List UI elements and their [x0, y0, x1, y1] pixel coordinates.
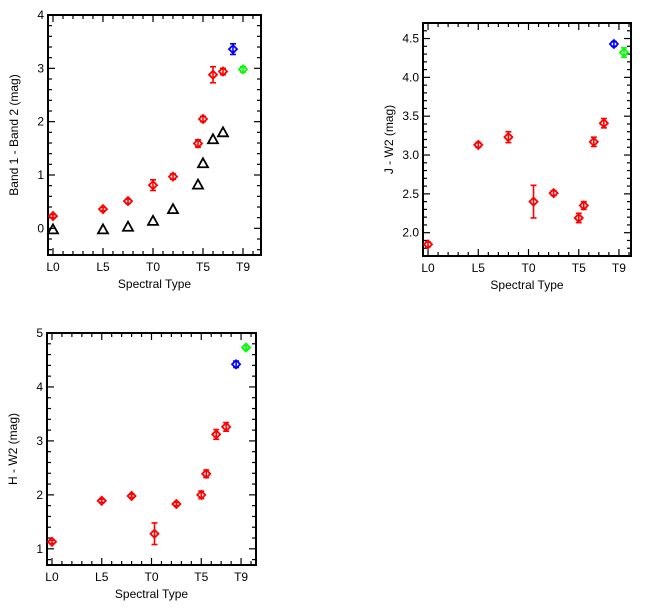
- data-point-triangle: [216, 125, 230, 138]
- x-tick-label: T9: [234, 570, 248, 584]
- x-tick-label: T0: [144, 570, 158, 584]
- data-point-red: [197, 113, 209, 125]
- data-point-red: [573, 212, 585, 224]
- y-tick-label: 2: [36, 488, 43, 502]
- data-point-red: [548, 187, 559, 199]
- y-tick-label: 2: [37, 115, 44, 129]
- data-point-red: [171, 498, 182, 510]
- x-tick-label: L0: [45, 570, 59, 584]
- data-point-red: [528, 196, 539, 207]
- data-point-red: [472, 139, 484, 151]
- x-tick-label: T5: [196, 260, 210, 274]
- data-point-triangle: [46, 222, 60, 235]
- y-tick-label: 2.5: [402, 187, 419, 201]
- y-tick-label: 4: [37, 8, 44, 22]
- x-tick-label: L5: [472, 261, 486, 275]
- x-tick-label: T0: [146, 260, 160, 274]
- data-point-blue: [230, 359, 242, 370]
- data-point-triangle: [196, 156, 210, 169]
- x-tick-label: T0: [521, 261, 535, 275]
- x-tick-label: L5: [95, 570, 109, 584]
- y-axis-label: J - W2 (mag): [382, 105, 396, 174]
- data-point-red: [47, 210, 59, 222]
- y-tick-label: 3: [36, 434, 43, 448]
- data-point-red: [147, 179, 159, 191]
- data-point-red: [220, 421, 232, 433]
- data-point-red: [167, 171, 179, 182]
- x-axis-label: Spectral Type: [490, 278, 563, 292]
- x-axis-label: Spectral Type: [115, 587, 188, 601]
- data-point-red: [46, 536, 58, 548]
- data-point-blue: [227, 43, 239, 55]
- data-point-red: [578, 200, 590, 211]
- panel-j-w2: L0 L5 T0 T5 T9 2.0 2.5 3.0 3.5 4.0 4.5 Spectral Typ…: [382, 22, 632, 292]
- y-tick-label: 3.0: [402, 148, 419, 162]
- data-point-red: [126, 490, 137, 502]
- y-tick-label: 4.5: [402, 32, 419, 46]
- x-tick-label: T9: [236, 260, 250, 274]
- y-tick-label: 3.5: [402, 109, 419, 123]
- data-point-red: [503, 131, 514, 143]
- data-point-red: [207, 69, 219, 81]
- data-point-triangle: [191, 177, 205, 190]
- y-tick-label: 0: [37, 221, 44, 235]
- data-point-red: [210, 429, 222, 440]
- data-point-red: [422, 239, 434, 250]
- data-point-blue: [608, 38, 620, 50]
- y-tick-label: 3: [37, 61, 44, 75]
- y-axis-label: Band 1 - Band 2 (mag): [7, 74, 21, 195]
- data-point-red: [588, 136, 600, 148]
- data-point-red: [217, 66, 229, 77]
- data-point-triangle: [166, 202, 180, 215]
- x-axis-label: Spectral Type: [118, 277, 191, 291]
- x-tick-label: T5: [572, 261, 586, 275]
- y-tick-label: 4.0: [402, 70, 419, 84]
- data-point-red: [598, 117, 610, 129]
- x-tick-label: L0: [46, 260, 60, 274]
- data-point-triangle: [121, 219, 135, 232]
- data-point-triangle: [146, 214, 160, 226]
- data-point-red: [195, 489, 207, 501]
- data-point-red: [122, 195, 134, 207]
- panel-band1-band2: L0 L5 T0 T5 T9 0 1 2 3 4 Spectral Type Band 1 - Ban…: [7, 8, 262, 291]
- plot-frame: [47, 14, 262, 256]
- y-tick-label: 5: [36, 326, 43, 340]
- plot-frame: [422, 22, 632, 257]
- data-point-red: [149, 528, 160, 539]
- data-point-green: [618, 47, 630, 58]
- x-tick-label: T5: [194, 570, 208, 584]
- y-tick-label: 2.0: [402, 226, 419, 240]
- data-point-red: [192, 138, 204, 149]
- y-axis-label: H - W2 (mag): [6, 413, 20, 485]
- data-point-triangle: [206, 132, 220, 145]
- y-tick-label: 4: [36, 380, 43, 394]
- x-tick-label: L5: [96, 260, 110, 274]
- x-tick-label: T9: [612, 261, 626, 275]
- x-tick-label: L0: [421, 261, 435, 275]
- data-point-red: [97, 203, 109, 215]
- data-point-triangle: [96, 222, 110, 235]
- data-point-green: [240, 342, 252, 353]
- panel-h-w2: L0 L5 T0 T5 T9 1 2 3 4 5 Spectral Type H - W2 (mag): [6, 326, 257, 601]
- y-tick-label: 1: [36, 542, 43, 556]
- data-point-red: [96, 495, 108, 507]
- plot-frame: [46, 332, 257, 566]
- data-point-red: [200, 468, 212, 480]
- data-point-green: [237, 64, 249, 75]
- y-tick-label: 1: [37, 168, 44, 182]
